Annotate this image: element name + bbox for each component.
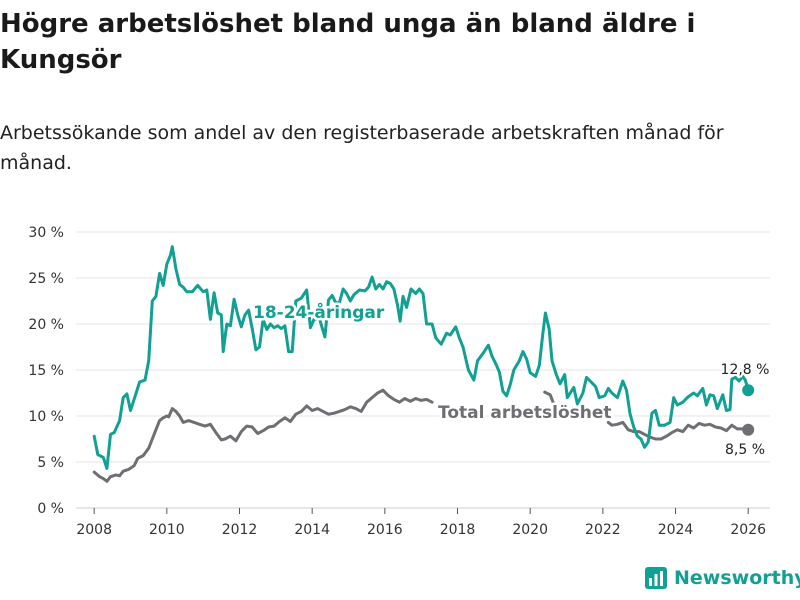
series-lines xyxy=(92,245,755,483)
newsworthy-logo: Newsworthy xyxy=(644,566,800,590)
series-label-youth: 18-24-åringar xyxy=(253,301,385,323)
series-label-total: Total arbetslöshet xyxy=(438,403,612,423)
brand-name: Newsworthy xyxy=(674,567,800,589)
x-tick-label: 2020 xyxy=(512,522,548,538)
end-value-youth: 12,8 % xyxy=(721,362,770,378)
series-end-marker xyxy=(742,423,755,436)
y-tick-label: 5 % xyxy=(37,455,64,471)
series-line-total xyxy=(543,390,556,406)
series-line-total xyxy=(92,388,434,483)
x-tick-label: 2012 xyxy=(222,522,258,538)
y-tick-label: 10 % xyxy=(28,409,64,425)
x-tick-label: 2014 xyxy=(294,522,330,538)
end-value-total: 8,5 % xyxy=(725,442,765,458)
series-line-youth xyxy=(92,245,750,470)
y-tick-label: 0 % xyxy=(37,501,64,517)
series-end-marker xyxy=(742,384,755,397)
x-tick-label: 2008 xyxy=(76,522,112,538)
x-tick-label: 2010 xyxy=(149,522,185,538)
y-tick-label: 25 % xyxy=(28,271,64,287)
y-tick-label: 20 % xyxy=(28,317,64,333)
x-tick-label: 2016 xyxy=(367,522,403,538)
x-axis-ticks: 2008 2010 2012 2014 2016 2018 2020 2022 2024 2026 xyxy=(76,508,766,538)
y-axis-ticks: 0 % 5 % 10 % 15 % 20 % 25 % 30 % xyxy=(28,225,64,517)
y-tick-label: 15 % xyxy=(28,363,64,379)
series-line-total xyxy=(606,420,750,441)
chart-subtitle: Arbetssökande som andel av den registerb… xyxy=(0,122,724,174)
chart-title: Högre arbetslöshet bland unga än bland ä… xyxy=(0,9,696,75)
x-tick-label: 2026 xyxy=(730,522,766,538)
gridlines xyxy=(76,231,770,509)
series-labels: 18-24-åringar Total arbetslöshet 12,8 % 8,5… xyxy=(251,299,772,461)
x-tick-label: 2018 xyxy=(440,522,476,538)
x-tick-label: 2022 xyxy=(585,522,621,538)
y-tick-label: 30 % xyxy=(28,225,64,241)
x-tick-label: 2024 xyxy=(658,522,694,538)
bar-chart-icon xyxy=(645,567,667,589)
